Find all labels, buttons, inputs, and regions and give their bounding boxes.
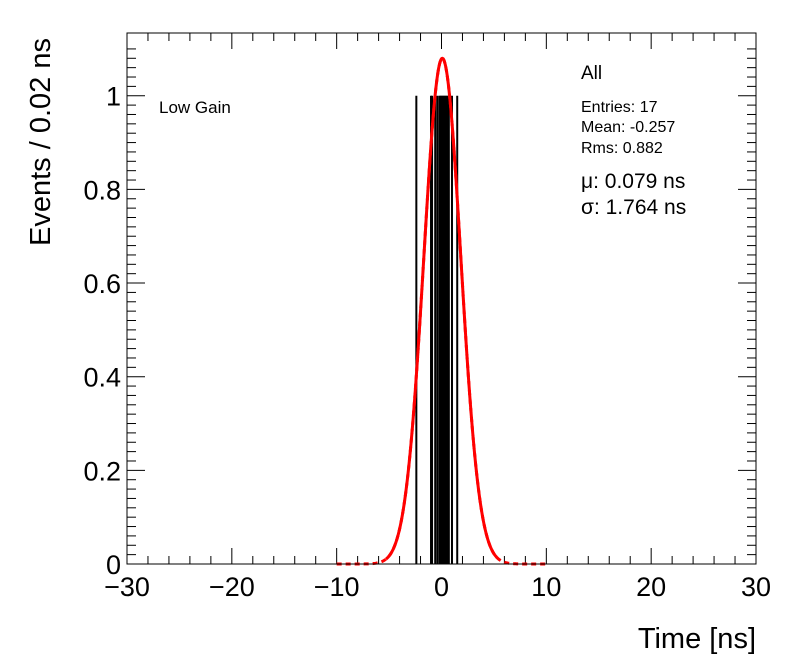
stats-name: All (581, 63, 602, 84)
y-tick-label: 0.2 (83, 456, 121, 486)
x-tick-label: −10 (314, 572, 360, 602)
x-tick-label: 10 (531, 572, 561, 602)
histogram-bars (415, 95, 459, 564)
y-tick-label: 0.4 (83, 363, 121, 393)
fit-mu: μ: 0.079 ns (581, 170, 685, 193)
y-tick-label: 0 (106, 550, 121, 580)
x-tick-label: 0 (434, 572, 449, 602)
stats-entries: Entries: 17 (581, 99, 658, 116)
gaussian-fit (336, 56, 547, 566)
tick-labels: −30 −20 −10 0 10 20 30 0 0.2 0.4 0.6 0.8 1 (83, 82, 771, 602)
x-tick-label: 30 (741, 572, 771, 602)
y-tick-label: 0.6 (83, 269, 121, 299)
stats-rms: Rms: 0.882 (581, 140, 663, 157)
x-tick-label: −20 (209, 572, 255, 602)
y-axis-title: Events / 0.02 ns (25, 38, 57, 246)
x-tick-label: 20 (636, 572, 666, 602)
gain-label: Low Gain (159, 98, 231, 117)
x-axis-title: Time [ns] (638, 623, 756, 655)
axis-ticks (126, 33, 757, 565)
fit-sigma: σ: 1.764 ns (581, 196, 686, 219)
plot-frame (126, 32, 757, 565)
y-tick-label: 1 (106, 82, 121, 112)
x-tick-label: −30 (104, 572, 150, 602)
y-tick-label: 0.8 (83, 175, 121, 205)
stats-mean: Mean: -0.257 (581, 119, 675, 136)
fit-curve-solid (384, 56, 499, 561)
